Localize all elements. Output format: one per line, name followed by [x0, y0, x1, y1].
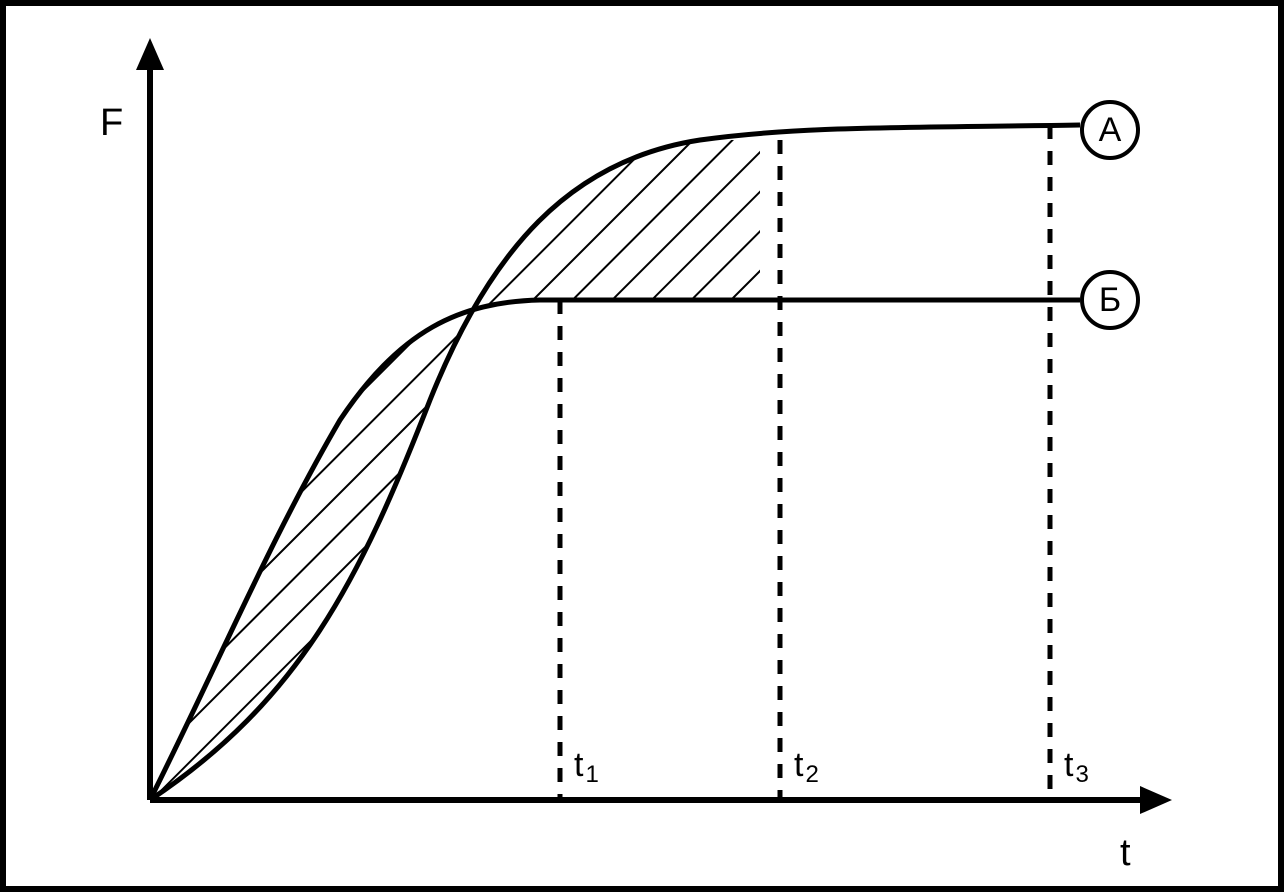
chart-canvas: F t t1 t2 t3 А Б	[0, 0, 1284, 892]
x-axis-label: t	[1120, 832, 1131, 874]
curve-a-badge: А	[1082, 102, 1138, 158]
tick-label-t1: t1	[574, 746, 599, 788]
y-axis-arrow-icon	[136, 38, 164, 70]
tick-label-t2: t2	[794, 746, 819, 788]
curve-b-badge: Б	[1082, 272, 1138, 328]
curve-a-badge-label: А	[1099, 111, 1122, 149]
curve-b-badge-label: Б	[1099, 281, 1121, 319]
y-axis-label: F	[100, 102, 123, 144]
x-axis-arrow-icon	[1140, 786, 1172, 814]
tick-label-t3: t3	[1064, 746, 1089, 788]
